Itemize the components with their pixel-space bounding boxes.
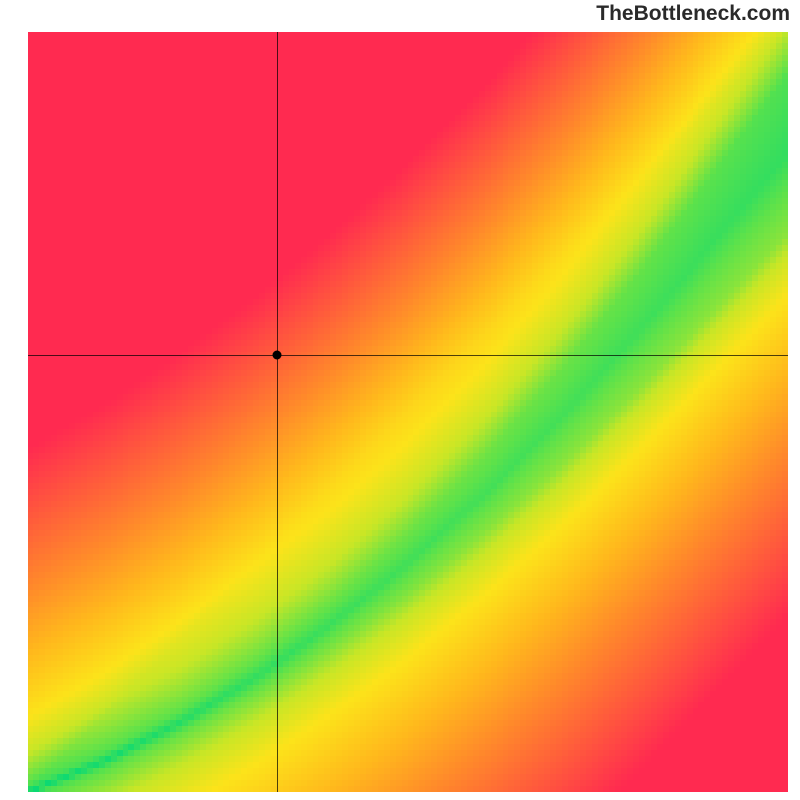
watermark-text: TheBottleneck.com xyxy=(596,2,790,26)
chart-container: TheBottleneck.com xyxy=(0,0,800,800)
right-whitespace-strip xyxy=(792,0,800,800)
crosshair-marker xyxy=(272,351,281,360)
crosshair-horizontal-line xyxy=(28,355,788,356)
heatmap-canvas xyxy=(28,32,788,792)
crosshair-vertical-line xyxy=(277,32,278,792)
